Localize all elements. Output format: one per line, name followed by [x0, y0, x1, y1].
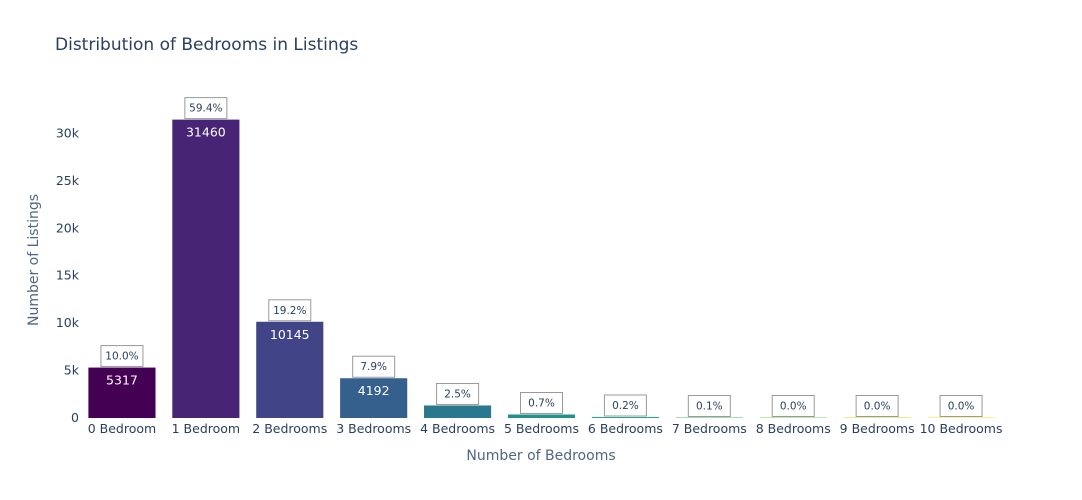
- y-tick-label: 25k: [56, 173, 80, 188]
- bar: [843, 417, 911, 418]
- bar-value-label: 4192: [358, 383, 390, 398]
- bar: [591, 417, 659, 418]
- x-tick-label: 10 Bedrooms: [920, 421, 1003, 436]
- bar-value-label: 31460: [186, 125, 226, 140]
- y-tick-label: 0: [71, 410, 79, 425]
- percent-annotation-box: [771, 395, 815, 417]
- bar: [927, 417, 995, 418]
- percent-annotation: 10.0%: [105, 351, 138, 363]
- percent-annotation-box: [184, 97, 228, 120]
- chart-title: Distribution of Bedrooms in Listings: [55, 35, 358, 55]
- percent-annotation: 59.4%: [189, 103, 222, 115]
- percent-annotation: 0.1%: [696, 401, 723, 413]
- x-tick-label: 4 Bedrooms: [420, 421, 495, 436]
- percent-annotation-box: [855, 395, 899, 417]
- percent-annotation: 0.2%: [612, 400, 639, 412]
- y-tick-label: 20k: [56, 220, 80, 235]
- y-axis-title: Number of Listings: [26, 194, 42, 326]
- x-tick-label: 7 Bedrooms: [672, 421, 747, 436]
- x-tick-label: 5 Bedrooms: [504, 421, 579, 436]
- x-axis: 0 Bedroom 1 Bedroom 2 Bedrooms 3 Bedrooms 4 …: [88, 421, 1003, 436]
- bar: [424, 405, 492, 418]
- percent-annotation-box: [687, 395, 731, 417]
- percent-annotation-box: [436, 382, 480, 405]
- percent-annotation: 0.0%: [780, 401, 807, 413]
- percent-annotation-box: [352, 355, 396, 378]
- x-tick-label: 8 Bedrooms: [756, 421, 831, 436]
- x-axis-title: Number of Bedrooms: [466, 448, 615, 464]
- percent-annotation-box: [100, 345, 144, 368]
- bar: [675, 417, 743, 418]
- y-tick-label: 15k: [56, 268, 80, 283]
- bar: [256, 321, 324, 418]
- x-tick-label: 2 Bedrooms: [252, 421, 327, 436]
- bar: [507, 414, 576, 418]
- bars: 5317 10.0% 31460 59.4% 10145 19.2% 4192 7.9% 2.5…: [88, 97, 995, 419]
- x-tick-label: 6 Bedrooms: [588, 421, 663, 436]
- percent-annotation-box: [520, 391, 563, 414]
- y-axis: 0 5k 10k 15k 20k 25k 30k: [56, 125, 80, 425]
- percent-annotation: 0.0%: [864, 401, 891, 413]
- percent-annotation-box: [268, 299, 312, 322]
- y-tick-label: 5k: [64, 363, 80, 378]
- percent-annotation: 0.0%: [948, 401, 975, 413]
- x-tick-label: 9 Bedrooms: [840, 421, 915, 436]
- percent-annotation-box: [603, 394, 647, 417]
- x-tick-label: 1 Bedroom: [172, 421, 240, 436]
- y-tick-label: 30k: [56, 125, 80, 140]
- percent-annotation: 7.9%: [360, 361, 387, 373]
- percent-annotation: 2.5%: [444, 388, 471, 400]
- x-tick-label: 3 Bedrooms: [336, 421, 411, 436]
- bar: [172, 119, 240, 419]
- bar-value-label: 5317: [106, 373, 138, 388]
- y-tick-label: 10k: [56, 315, 80, 330]
- percent-annotation: 0.7%: [528, 397, 555, 409]
- bar: [759, 417, 827, 418]
- bar: [88, 367, 156, 418]
- bar: [340, 378, 408, 418]
- percent-annotation: 19.2%: [273, 305, 306, 317]
- bar-value-label: 10145: [270, 327, 310, 342]
- percent-annotation-box: [939, 395, 983, 417]
- x-tick-label: 0 Bedroom: [88, 421, 156, 436]
